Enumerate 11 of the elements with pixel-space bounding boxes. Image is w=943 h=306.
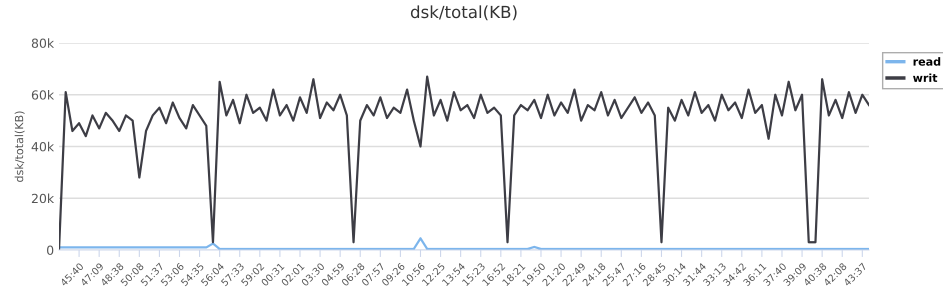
y-tick-label: 40k bbox=[32, 142, 54, 152]
y-tick-label: 60k bbox=[32, 90, 54, 100]
line-series bbox=[59, 76, 869, 250]
legend-label: read bbox=[914, 57, 940, 66]
y-tick-label: 0 bbox=[47, 245, 54, 255]
chart-title: dsk/total(KB) bbox=[410, 5, 517, 20]
line-series bbox=[59, 237, 869, 250]
y-tick-label: 20k bbox=[32, 194, 54, 204]
y-tick-label: 80k bbox=[32, 38, 54, 48]
legend-label: writ bbox=[913, 73, 938, 82]
y-axis-title: dsk/total(KB) bbox=[14, 111, 25, 182]
